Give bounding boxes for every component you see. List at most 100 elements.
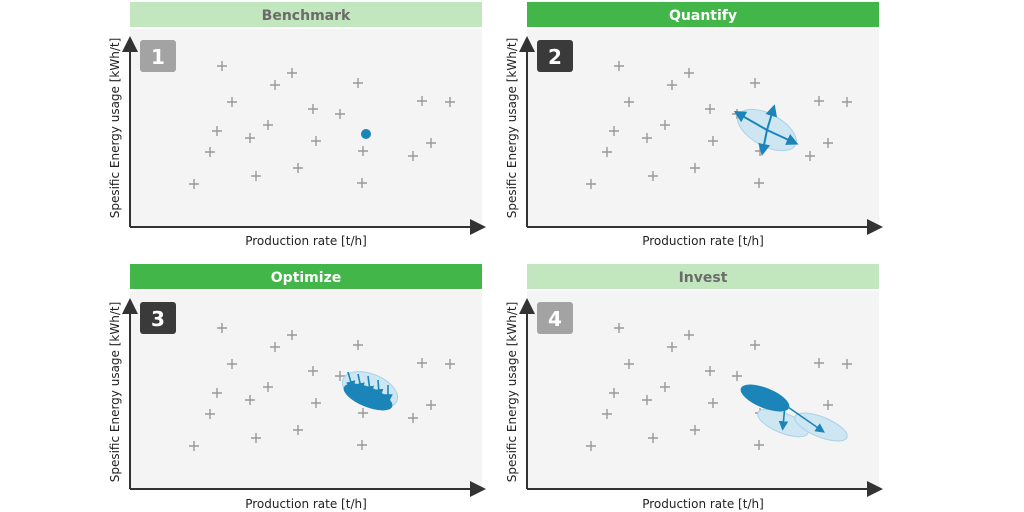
data-markers [189, 61, 455, 189]
panel-header [130, 264, 482, 289]
plus-marker-icon [805, 151, 815, 161]
plus-marker-icon [624, 359, 634, 369]
panel-quantify: Quantify 2 Spesific Energy usage [kWh/t]… [505, 2, 883, 248]
y-axis-label: Spesific Energy usage [kWh/t] [505, 302, 519, 483]
plus-marker-icon [217, 323, 227, 333]
plus-marker-icon [245, 133, 255, 143]
panel-title: Invest [679, 270, 728, 286]
plus-marker-icon [842, 359, 852, 369]
plus-marker-icon [684, 330, 694, 340]
x-axis-label: Production rate [t/h] [245, 234, 367, 248]
plus-marker-icon [311, 398, 321, 408]
plus-marker-icon [750, 340, 760, 350]
x-axis-label: Production rate [t/h] [642, 497, 764, 511]
plus-marker-icon [358, 146, 368, 156]
plus-marker-icon [667, 80, 677, 90]
y-axis-label: Spesific Energy usage [kWh/t] [505, 38, 519, 219]
plus-marker-icon [708, 398, 718, 408]
plus-marker-icon [624, 97, 634, 107]
plus-marker-icon [205, 409, 215, 419]
plus-marker-icon [602, 147, 612, 157]
step-number: 3 [151, 307, 165, 331]
plus-marker-icon [308, 366, 318, 376]
plus-marker-icon [609, 126, 619, 136]
plus-marker-icon [270, 342, 280, 352]
plus-marker-icon [648, 433, 658, 443]
plus-marker-icon [660, 382, 670, 392]
plus-marker-icon [684, 68, 694, 78]
plot-area [527, 291, 879, 489]
plot-area [527, 29, 879, 227]
step-number: 2 [548, 45, 562, 69]
x-axis-label: Production rate [t/h] [642, 234, 764, 248]
plus-marker-icon [426, 400, 436, 410]
plus-marker-icon [293, 163, 303, 173]
plus-marker-icon [287, 330, 297, 340]
optimized-region [341, 371, 399, 411]
plus-marker-icon [217, 61, 227, 71]
plot-area [130, 29, 482, 227]
panel-optimize: Optimize 3 Spesific Energy usage [kWh/t]… [108, 264, 486, 511]
plus-marker-icon [335, 371, 345, 381]
y-axis-label: Spesific Energy usage [kWh/t] [108, 38, 122, 219]
plus-marker-icon [426, 138, 436, 148]
y-axis-label: Spesific Energy usage [kWh/t] [108, 302, 122, 483]
step-number: 4 [548, 307, 562, 331]
plus-marker-icon [357, 178, 367, 188]
plus-marker-icon [642, 395, 652, 405]
plus-marker-icon [842, 97, 852, 107]
plus-marker-icon [358, 408, 368, 418]
plus-marker-icon [293, 425, 303, 435]
plus-marker-icon [227, 359, 237, 369]
plus-marker-icon [708, 136, 718, 146]
plus-marker-icon [445, 97, 455, 107]
panel-benchmark: Benchmark 1 Spesific Energy usage [kWh/t… [108, 2, 486, 248]
plus-marker-icon [602, 409, 612, 419]
plus-marker-icon [308, 104, 318, 114]
plus-marker-icon [614, 323, 624, 333]
plus-marker-icon [335, 109, 345, 119]
plot-area [130, 291, 482, 489]
plus-marker-icon [357, 440, 367, 450]
plus-marker-icon [417, 96, 427, 106]
data-markers [586, 323, 852, 451]
plus-marker-icon [270, 80, 280, 90]
plus-marker-icon [251, 433, 261, 443]
panel-title: Optimize [271, 270, 341, 286]
plus-marker-icon [353, 78, 363, 88]
plus-marker-icon [586, 441, 596, 451]
plus-marker-icon [660, 120, 670, 130]
plus-marker-icon [823, 138, 833, 148]
x-axis-label: Production rate [t/h] [245, 497, 367, 511]
panel-invest: Invest 4 Spesific Energy usage [kWh/t] P… [505, 264, 883, 511]
plus-marker-icon [408, 413, 418, 423]
plus-marker-icon [754, 178, 764, 188]
plus-marker-icon [251, 171, 261, 181]
plus-marker-icon [667, 342, 677, 352]
variation-ellipse [733, 104, 799, 156]
plus-marker-icon [609, 388, 619, 398]
panel-header [527, 2, 879, 27]
plus-marker-icon [212, 388, 222, 398]
panel-header [130, 2, 482, 27]
plus-marker-icon [750, 78, 760, 88]
panel-title: Quantify [669, 8, 737, 24]
plus-marker-icon [189, 179, 199, 189]
current-operating-point [361, 129, 371, 139]
plus-marker-icon [353, 340, 363, 350]
plus-marker-icon [205, 147, 215, 157]
plus-marker-icon [814, 358, 824, 368]
plus-marker-icon [642, 133, 652, 143]
plus-marker-icon [814, 96, 824, 106]
plus-marker-icon [189, 441, 199, 451]
plus-marker-icon [408, 151, 418, 161]
plus-marker-icon [614, 61, 624, 71]
plus-marker-icon [311, 136, 321, 146]
plus-marker-icon [754, 440, 764, 450]
plus-marker-icon [263, 382, 273, 392]
plus-marker-icon [212, 126, 222, 136]
plus-marker-icon [586, 179, 596, 189]
plus-marker-icon [732, 371, 742, 381]
plus-marker-icon [263, 120, 273, 130]
